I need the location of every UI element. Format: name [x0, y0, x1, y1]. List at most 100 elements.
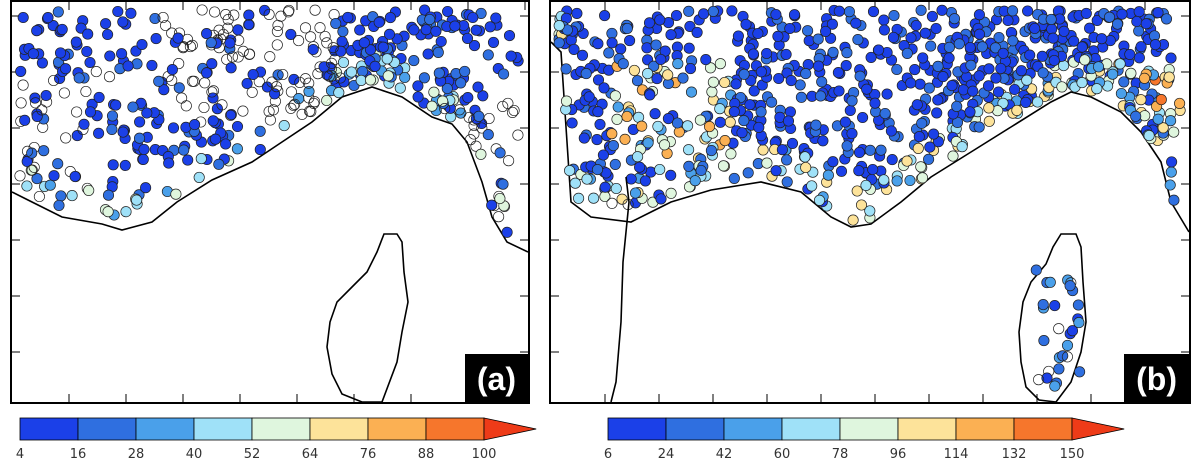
station-marker	[786, 137, 799, 149]
colorbar-arrow	[1071, 417, 1125, 441]
station-marker	[19, 114, 31, 126]
station-marker	[1074, 366, 1086, 378]
station-marker	[321, 37, 333, 49]
station-marker	[157, 11, 169, 24]
colorbar-segment	[19, 417, 79, 441]
station-marker	[873, 44, 885, 56]
station-marker	[56, 23, 68, 35]
station-marker	[1032, 96, 1044, 108]
station-marker	[794, 79, 806, 91]
station-marker	[503, 155, 515, 167]
station-marker	[1044, 276, 1056, 288]
station-marker	[54, 47, 67, 59]
station-marker	[1037, 67, 1049, 79]
station-marker	[1133, 6, 1145, 18]
colorbar-tick-label: 40	[186, 447, 203, 462]
station-marker	[983, 102, 995, 114]
station-marker	[102, 189, 115, 201]
station-marker	[583, 91, 595, 103]
colorbar-segment	[193, 417, 253, 441]
station-marker	[266, 76, 278, 88]
station-marker	[879, 107, 891, 120]
station-marker	[905, 77, 917, 89]
station-marker	[810, 119, 822, 131]
station-marker	[865, 51, 877, 63]
station-marker	[738, 68, 750, 80]
station-marker	[591, 164, 604, 176]
station-marker	[116, 48, 128, 60]
station-marker	[377, 41, 389, 53]
station-marker	[846, 127, 858, 140]
station-marker	[29, 97, 42, 109]
station-marker	[784, 22, 796, 35]
station-marker	[419, 4, 431, 16]
station-marker	[800, 68, 812, 80]
station-marker	[910, 19, 922, 32]
station-marker	[225, 109, 237, 121]
station-marker	[150, 33, 162, 45]
station-marker	[207, 115, 219, 127]
station-marker	[36, 104, 48, 116]
station-marker	[1049, 380, 1061, 392]
station-marker	[662, 113, 674, 125]
station-marker	[1061, 351, 1073, 363]
station-marker	[937, 71, 949, 83]
station-marker	[853, 165, 865, 177]
station-marker	[665, 169, 677, 181]
station-marker	[822, 169, 834, 181]
station-marker	[66, 190, 78, 202]
station-marker	[997, 47, 1009, 59]
station-marker	[120, 206, 132, 218]
station-marker	[296, 108, 308, 120]
station-marker	[327, 42, 339, 54]
station-marker	[1053, 363, 1065, 375]
station-marker	[189, 119, 201, 131]
station-marker	[137, 153, 149, 165]
station-marker	[1143, 130, 1155, 142]
station-marker	[658, 139, 671, 151]
station-marker	[947, 150, 959, 162]
station-marker	[330, 17, 342, 30]
station-marker	[891, 175, 903, 187]
station-marker	[864, 144, 876, 156]
station-marker	[923, 82, 935, 94]
station-marker	[228, 9, 240, 21]
station-marker	[345, 66, 358, 78]
coastline	[551, 41, 1189, 233]
station-marker	[1007, 5, 1019, 17]
station-marker	[285, 28, 297, 40]
station-marker	[924, 141, 936, 153]
station-marker	[497, 100, 509, 112]
station-marker	[420, 24, 432, 36]
station-marker	[383, 28, 396, 40]
station-marker	[1015, 65, 1027, 77]
station-marker	[1038, 335, 1050, 347]
station-marker	[1049, 300, 1061, 312]
station-marker	[48, 74, 60, 87]
station-marker	[468, 128, 480, 140]
station-marker	[651, 73, 663, 85]
station-marker	[246, 86, 258, 98]
station-marker	[58, 87, 70, 99]
station-marker	[493, 211, 505, 223]
station-marker	[1029, 22, 1041, 35]
station-marker	[606, 197, 618, 209]
station-marker	[195, 153, 207, 165]
station-marker	[1036, 50, 1048, 62]
station-marker	[714, 103, 726, 115]
station-marker	[857, 111, 869, 124]
station-marker	[1091, 14, 1103, 27]
station-marker	[901, 47, 913, 59]
station-marker	[644, 89, 656, 101]
panel-label-b: (b)	[1124, 354, 1189, 402]
station-marker	[42, 12, 54, 24]
station-marker	[919, 27, 931, 39]
station-marker	[867, 163, 879, 176]
station-marker	[138, 143, 150, 155]
station-marker	[225, 109, 237, 121]
station-marker	[484, 21, 496, 33]
station-marker	[131, 194, 143, 206]
colorbar-tick-label: 52	[244, 447, 261, 462]
station-marker	[508, 104, 520, 117]
station-marker	[53, 199, 65, 211]
